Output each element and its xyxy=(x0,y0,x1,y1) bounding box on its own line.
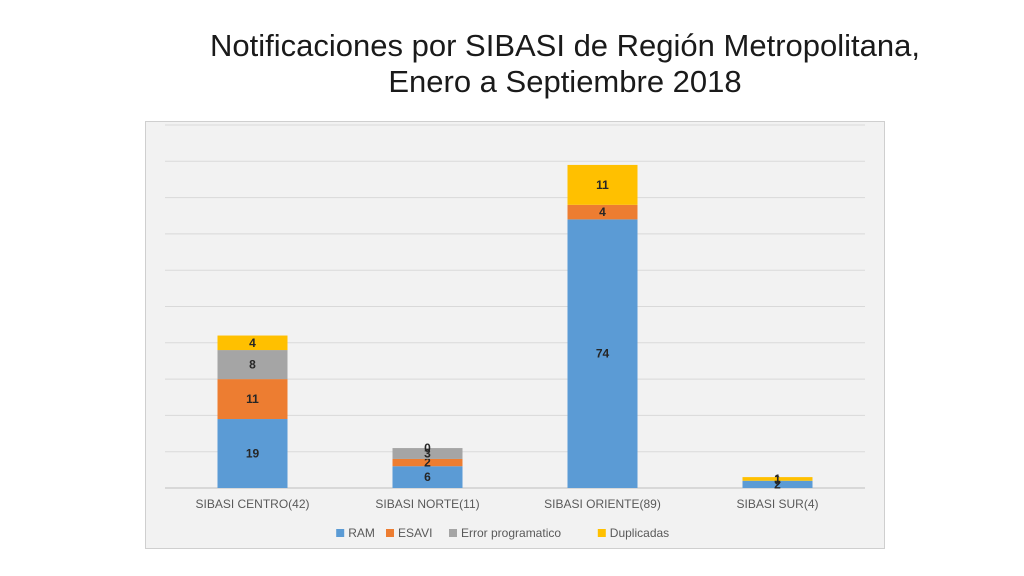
bar-2-ram xyxy=(392,466,463,488)
legend-label: RAM xyxy=(348,526,375,540)
data-label: 74 xyxy=(596,347,610,361)
bar-2-esavi xyxy=(392,458,463,467)
data-label: 2 xyxy=(774,477,781,491)
data-label: 0 xyxy=(424,441,431,455)
bar-1-ram xyxy=(217,419,288,488)
bar-1-error-programatico xyxy=(217,350,288,380)
data-label: 6 xyxy=(424,470,431,484)
legend-label: ESAVI xyxy=(398,526,432,540)
legend-swatch xyxy=(597,529,606,537)
legend-swatch xyxy=(336,529,345,537)
legend-label: Error programatico xyxy=(461,526,561,540)
x-tick-label: SIBASI SUR(4) xyxy=(736,497,818,511)
bar-2-error-programatico xyxy=(392,448,463,459)
bar-1-esavi xyxy=(217,379,288,420)
legend-swatch xyxy=(386,529,394,537)
bar-4-ram xyxy=(742,480,813,488)
chart-title: Notificaciones por SIBASI de Región Metr… xyxy=(150,28,980,100)
data-label: 3 xyxy=(424,447,431,461)
bar-3-duplicadas xyxy=(567,164,638,205)
data-label: 19 xyxy=(246,447,260,461)
data-label: 4 xyxy=(599,205,606,219)
title-line-2: Enero a Septiembre 2018 xyxy=(388,64,742,99)
bar-3-esavi xyxy=(567,204,638,220)
data-label: 11 xyxy=(596,178,609,192)
data-label: 11 xyxy=(246,392,259,406)
legend-label: Duplicadas xyxy=(610,526,669,540)
title-line-1: Notificaciones por SIBASI de Región Metr… xyxy=(210,28,920,63)
data-label: 1 xyxy=(774,472,781,486)
x-tick-label: SIBASI CENTRO(42) xyxy=(195,497,309,511)
bar-4-duplicadas xyxy=(742,477,813,481)
bar-3-ram xyxy=(567,219,638,488)
bar-1-duplicadas xyxy=(217,335,288,351)
data-label: 2 xyxy=(424,456,431,470)
data-label: 4 xyxy=(249,336,256,350)
data-label: 8 xyxy=(249,358,256,372)
legend-swatch xyxy=(449,529,457,537)
x-tick-label: SIBASI ORIENTE(89) xyxy=(544,497,661,511)
x-tick-label: SIBASI NORTE(11) xyxy=(375,497,479,511)
